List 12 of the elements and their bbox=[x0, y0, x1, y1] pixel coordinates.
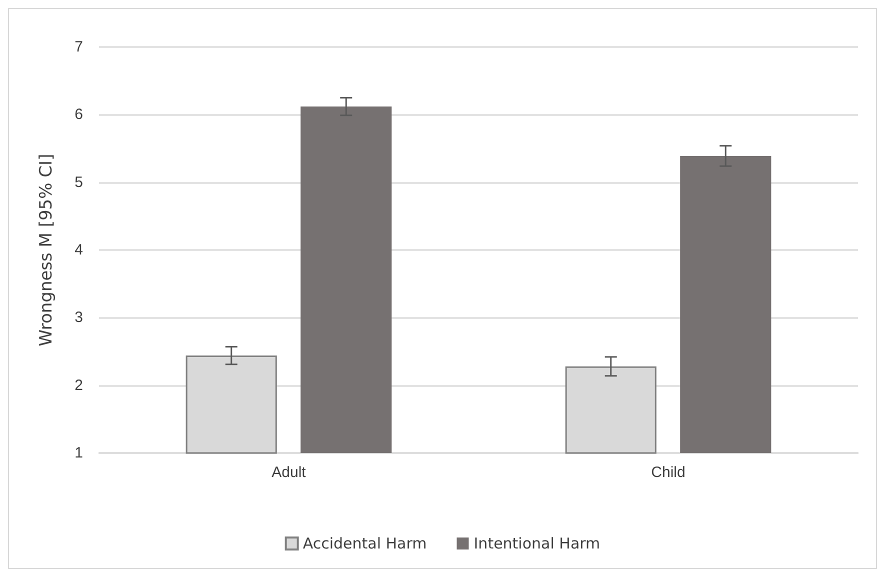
y-tick-label: 5 bbox=[74, 174, 83, 191]
y-tick-label: 1 bbox=[74, 444, 83, 462]
x-tick-label: Child bbox=[651, 464, 686, 481]
x-tick-label: Adult bbox=[272, 464, 307, 481]
y-tick-label: 3 bbox=[74, 309, 83, 326]
y-tick-label: 4 bbox=[74, 242, 83, 258]
y-axis-title: Wrongness M [95% CI] bbox=[36, 154, 56, 346]
y-tick-label: 7 bbox=[74, 38, 83, 56]
legend-label: Accidental Harm bbox=[302, 534, 427, 552]
y-tick-label: 6 bbox=[74, 106, 83, 124]
y-tick-label: 2 bbox=[74, 376, 83, 394]
legend-label: Intentional Harm bbox=[474, 534, 600, 552]
